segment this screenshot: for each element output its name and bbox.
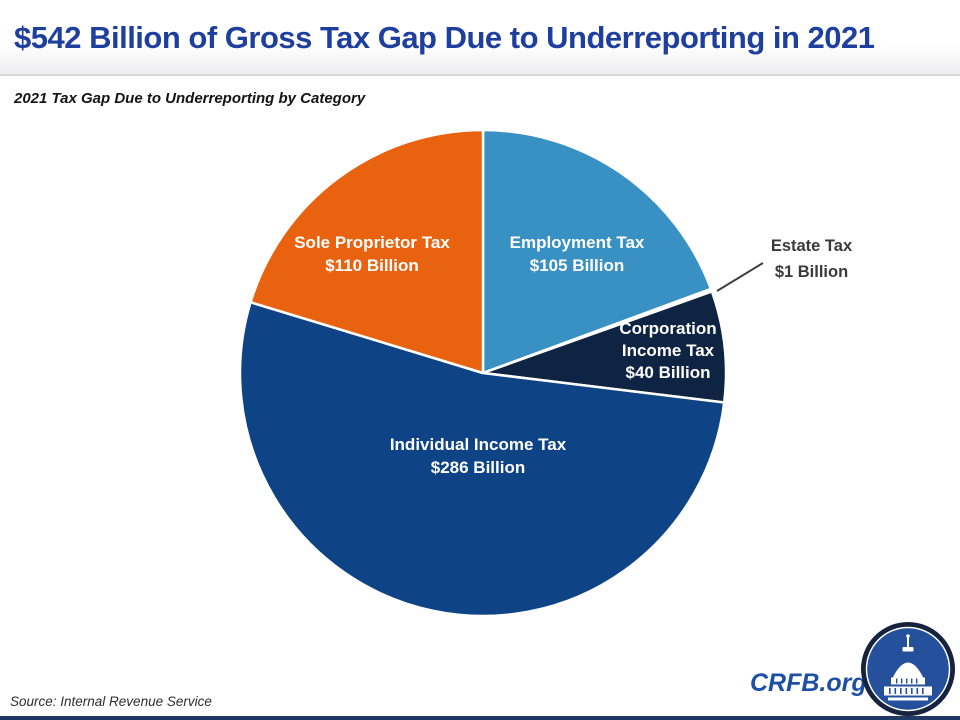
pie-chart: [238, 128, 764, 618]
pie-slices-group: [238, 128, 728, 618]
header-bar: $542 Billion of Gross Tax Gap Due to Und…: [0, 0, 960, 76]
estate-tax-leader-line: [716, 262, 764, 292]
page-title: $542 Billion of Gross Tax Gap Due to Und…: [14, 20, 875, 55]
bottom-accent-bar: [0, 716, 960, 720]
capitol-dome-glyph: [884, 634, 932, 701]
capitol-columns: [889, 678, 924, 694]
pie-slice-individual-income-tax: [238, 300, 726, 618]
pie-slice-sole-proprietor-tax: [249, 128, 485, 375]
chart-subtitle: 2021 Tax Gap Due to Underreporting by Ca…: [14, 90, 366, 107]
source-note: Source: Internal Revenue Service: [10, 694, 212, 709]
brand-wordmark: CRFB.org: [750, 669, 867, 697]
pie-slice-corporation-income-tax: [481, 290, 728, 404]
crfb-capitol-logo-icon: [861, 622, 955, 716]
pie-slice-employment-tax: [481, 128, 713, 375]
